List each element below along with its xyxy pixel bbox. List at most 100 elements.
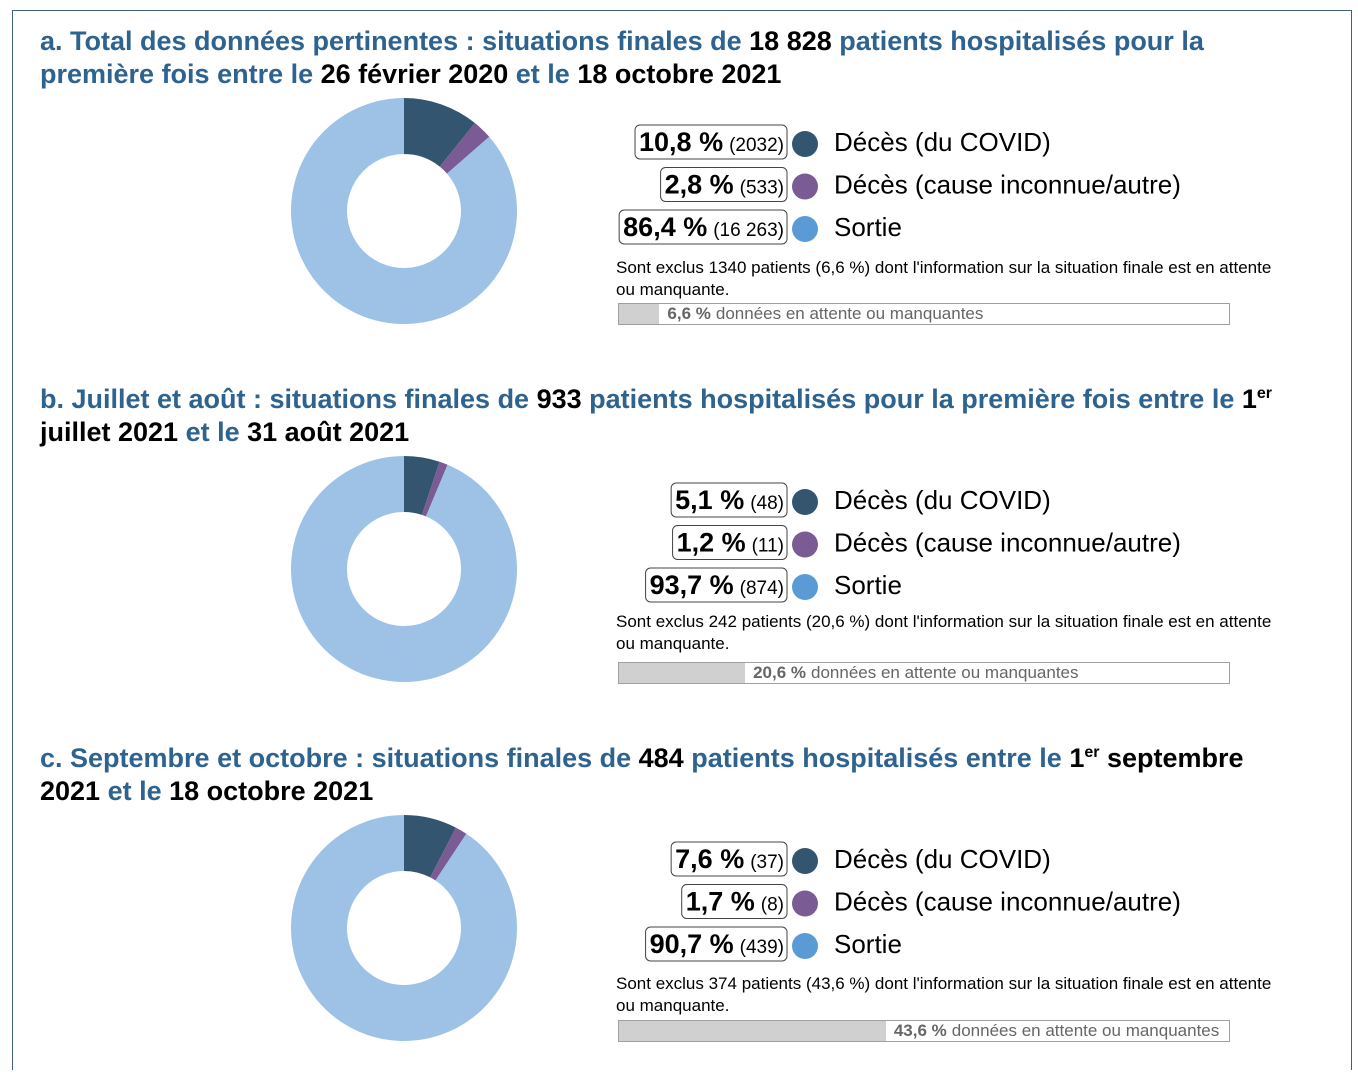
title-part: 18 octobre 2021 bbox=[577, 59, 782, 89]
legend-item: 2,8 % (533) Décès (cause inconnue/autre) bbox=[660, 167, 1181, 202]
percent-label: 1,2 % bbox=[677, 528, 746, 558]
percent-label: 90,7 % bbox=[650, 929, 734, 959]
legend-label: Sortie bbox=[834, 929, 902, 959]
title-part: er bbox=[1084, 744, 1100, 761]
legend-dot bbox=[792, 489, 818, 515]
value-box bbox=[660, 167, 788, 202]
donut-slice bbox=[291, 98, 517, 324]
chart-section: a. Total des données pertinentes : situa… bbox=[13, 11, 1351, 369]
title-part: 26 février 2020 bbox=[320, 59, 509, 89]
legend-label: Décès (cause inconnue/autre) bbox=[834, 170, 1181, 200]
missing-label: 20,6 % données en attente ou manquantes bbox=[753, 663, 1078, 683]
percent-label: 93,7 % bbox=[650, 570, 734, 600]
note: Sont exclus 374 patients (43,6 %) dont l… bbox=[616, 974, 1272, 1015]
count-label: (8) bbox=[761, 895, 784, 916]
title-part: c. Septembre et octobre : situations fin… bbox=[40, 743, 639, 773]
legend-item: 90,7 % (439) Sortie bbox=[645, 926, 902, 962]
value-box bbox=[681, 884, 788, 919]
legend-dot bbox=[792, 131, 818, 157]
donut-slice bbox=[291, 456, 517, 682]
title-part: et le bbox=[178, 417, 248, 447]
donut-chart: 10,8 % (2032) Décès (du COVID) 2,8 % (533) Dé… bbox=[291, 98, 1181, 324]
legend-value: 93,7 % (874) bbox=[650, 570, 784, 600]
missing-fill bbox=[619, 1021, 886, 1041]
legend-value: 90,7 % (439) bbox=[650, 929, 784, 959]
legend-value: 1,2 % (11) bbox=[677, 528, 784, 558]
legend-dot bbox=[792, 848, 818, 874]
missing-label: 43,6 % données en attente ou manquantes bbox=[894, 1021, 1219, 1041]
legend-label: Décès (du COVID) bbox=[834, 127, 1051, 157]
legend-label: Décès (cause inconnue/autre) bbox=[834, 887, 1181, 917]
title-part: 933 bbox=[536, 384, 582, 414]
missing-text: données en attente ou manquantes bbox=[811, 663, 1079, 682]
percent-label: 1,7 % bbox=[686, 887, 755, 917]
value-box bbox=[645, 926, 788, 962]
note: Sont exclus 242 patients (20,6 %) dont l… bbox=[616, 612, 1272, 653]
legend-item: 1,2 % (11) Décès (cause inconnue/autre) bbox=[672, 525, 1181, 560]
donut-slice bbox=[439, 123, 490, 174]
percent-label: 2,8 % bbox=[665, 170, 734, 200]
chart-title: c. Septembre et octobre : situations fin… bbox=[40, 742, 1300, 808]
legend-value: 2,8 % (533) bbox=[665, 170, 784, 200]
legend-dot bbox=[792, 173, 818, 200]
legend-value: 5,1 % (48) bbox=[675, 485, 784, 515]
legend-value: 1,7 % (8) bbox=[686, 887, 784, 917]
donut-slice bbox=[430, 827, 467, 881]
legend-item: 1,7 % (8) Décès (cause inconnue/autre) bbox=[681, 884, 1181, 919]
legend-dot bbox=[792, 574, 818, 600]
legend-value: 86,4 % (16 263) bbox=[623, 212, 784, 242]
count-label: (48) bbox=[750, 493, 784, 514]
count-label: (874) bbox=[740, 578, 784, 599]
legend-label: Sortie bbox=[834, 212, 902, 242]
percent-label: 86,4 % bbox=[623, 212, 707, 242]
missing-text: données en attente ou manquantes bbox=[715, 304, 984, 323]
percent-label: 10,8 % bbox=[639, 127, 723, 157]
title-part: a. Total des données pertinentes : situa… bbox=[40, 26, 750, 56]
count-label: (16 263) bbox=[713, 220, 784, 241]
title-part: 18 octobre 2021 bbox=[169, 776, 374, 806]
title-part: septembre 2021 bbox=[40, 743, 1244, 806]
value-box bbox=[672, 525, 788, 560]
value-box bbox=[670, 482, 788, 518]
donut-slice bbox=[404, 456, 440, 515]
title-part: er bbox=[1256, 385, 1272, 402]
donut-chart: 7,6 % (37) Décès (du COVID) 1,7 % (8) Décès (… bbox=[291, 815, 1181, 1041]
count-label: (37) bbox=[750, 852, 784, 873]
donut-slice bbox=[404, 815, 456, 878]
missing-percent: 6,6 % bbox=[667, 304, 711, 323]
missing-bar: 6,6 % données en attente ou manquantes bbox=[618, 303, 1230, 325]
chart-section: c. Septembre et octobre : situations fin… bbox=[13, 728, 1351, 1086]
missing-percent: 20,6 % bbox=[753, 663, 806, 682]
percent-label: 5,1 % bbox=[675, 485, 744, 515]
missing-label: 6,6 % données en attente ou manquantes bbox=[667, 304, 983, 324]
percent-label: 7,6 % bbox=[675, 844, 744, 874]
title-part: patients hospitalisés pour la première f… bbox=[581, 384, 1242, 414]
chart-title: a. Total des données pertinentes : situa… bbox=[40, 25, 1300, 91]
title-part: juillet 2021 bbox=[40, 417, 179, 447]
title-part: b. Juillet et août : situations finales … bbox=[40, 384, 537, 414]
title-part: patients hospitalisés entre le bbox=[683, 743, 1070, 773]
value-box bbox=[670, 841, 788, 877]
note: Sont exclus 1340 patients (6,6 %) dont l… bbox=[616, 258, 1272, 299]
title-part: 1 bbox=[1069, 743, 1085, 773]
legend-value: 10,8 % (2032) bbox=[639, 127, 784, 157]
legend-label: Décès (du COVID) bbox=[834, 844, 1051, 874]
value-box bbox=[618, 209, 788, 245]
count-label: (439) bbox=[740, 937, 784, 958]
legend-item: 5,1 % (48) Décès (du COVID) bbox=[670, 482, 1051, 518]
missing-bar: 20,6 % données en attente ou manquantes bbox=[618, 662, 1230, 684]
donut-slice bbox=[421, 461, 448, 517]
legend-dot bbox=[792, 933, 818, 959]
legend-item: 93,7 % (874) Sortie bbox=[645, 567, 902, 603]
title-part: patients hospitalisés pour la première f… bbox=[40, 26, 1204, 89]
donut-slice bbox=[291, 815, 518, 1041]
title-part: 484 bbox=[638, 743, 684, 773]
legend-dot bbox=[792, 531, 818, 558]
title-part: 18 828 bbox=[749, 26, 832, 56]
legend-dot bbox=[792, 216, 818, 242]
title-part: et le bbox=[100, 776, 170, 806]
legend-label: Sortie bbox=[834, 570, 902, 600]
legend-item: 7,6 % (37) Décès (du COVID) bbox=[670, 841, 1051, 877]
donut-slice bbox=[404, 98, 475, 167]
missing-percent: 43,6 % bbox=[893, 1021, 947, 1040]
